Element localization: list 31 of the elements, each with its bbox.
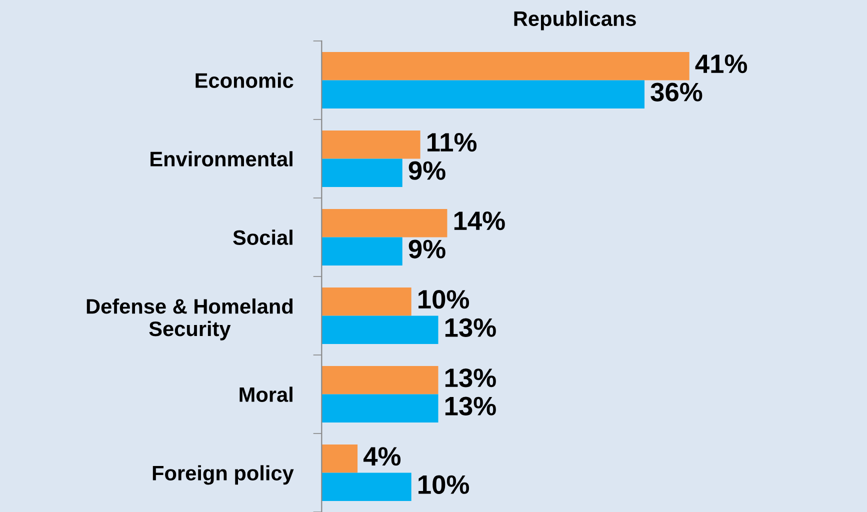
data-label: 13% — [445, 368, 496, 388]
bar — [322, 444, 358, 473]
y-tick-label: Foreign policy — [152, 465, 294, 485]
y-tick-label: Moral — [240, 386, 292, 402]
bar — [322, 158, 402, 187]
bar — [322, 472, 412, 502]
data-label: 13% — [445, 318, 496, 337]
data-label: 10% — [418, 475, 470, 494]
data-label: 9% — [408, 161, 446, 180]
bar — [322, 208, 448, 238]
data-label: 13% — [445, 396, 496, 416]
y-tick-label: Social — [233, 230, 292, 245]
bar — [322, 366, 438, 394]
y-tick-label: Economic — [196, 72, 294, 88]
data-label: 4% — [363, 447, 401, 466]
data-label: 14% — [454, 212, 505, 230]
bar — [322, 394, 438, 422]
chart-title: Republicans — [514, 10, 636, 30]
data-label: 36% — [650, 82, 702, 102]
data-label: 11% — [428, 133, 477, 152]
y-tick-label: Environmental — [150, 151, 292, 166]
bar — [322, 80, 644, 108]
bar — [322, 287, 412, 316]
bar — [322, 237, 402, 266]
bar — [322, 130, 420, 159]
bar — [322, 316, 438, 344]
data-label: 10% — [418, 290, 470, 309]
y-tick-label: Defense & Homeland Security — [86, 298, 293, 340]
bar — [322, 52, 690, 80]
data-label: 9% — [408, 240, 446, 258]
data-label: 41% — [695, 54, 748, 74]
